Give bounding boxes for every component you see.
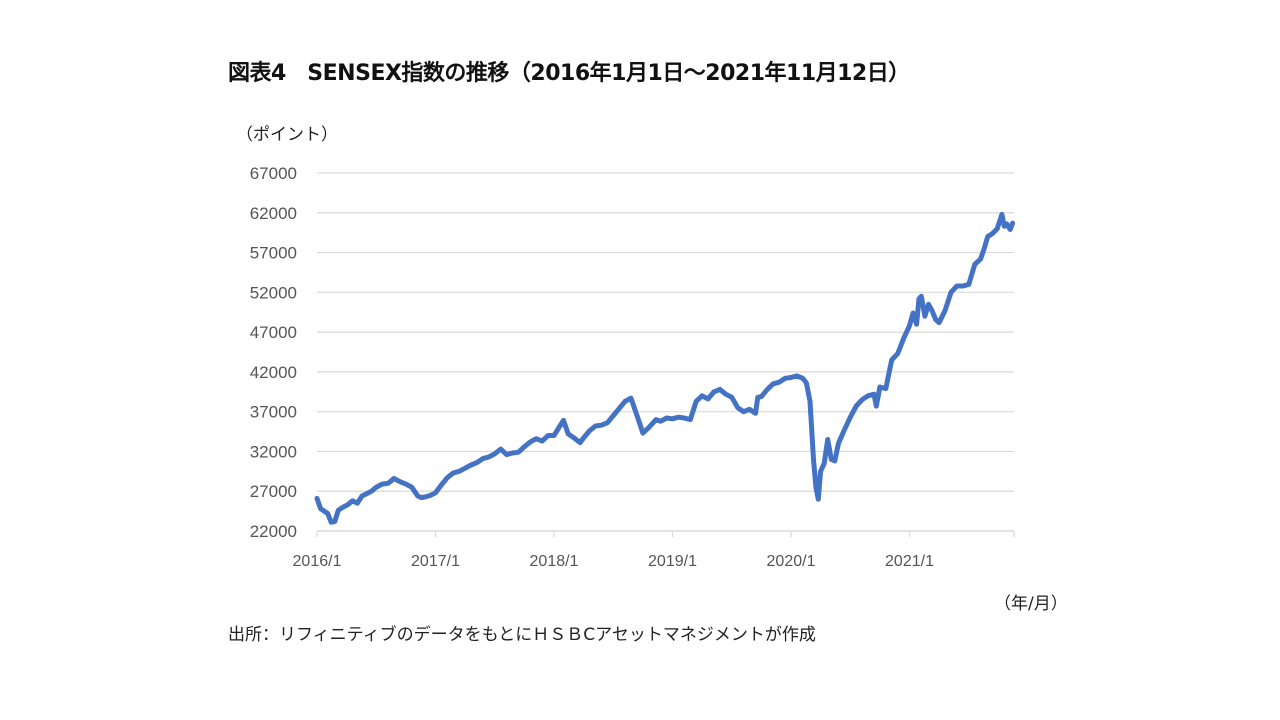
y-tick-label: 27000 [250,482,297,501]
figure-title: 図表4 SENSEX指数の推移（2016年1月1日～2021年11月12日） [228,61,910,86]
gridlines [317,172,1014,492]
y-tick-label: 67000 [250,164,297,183]
x-tick-label: 2021/1 [885,553,934,570]
y-tick-label: 62000 [250,204,297,223]
source-note: 出所：リフィニティブのデータをもとにＨＳＢCアセットマネジメントが作成 [228,625,816,645]
y-tick-label: 47000 [250,323,297,342]
x-axis-tick-labels: 2016/1 2017/1 2018/1 2019/1 2020/1 2021/1 [293,553,935,570]
x-tick-label: 2018/1 [530,553,579,570]
x-tick-label: 2017/1 [411,553,460,570]
y-tick-label: 32000 [250,442,297,461]
y-tick-label: 22000 [250,522,297,541]
x-axis-unit-label: （年/月） [994,594,1068,614]
y-tick-label: 42000 [250,363,297,382]
y-tick-label: 57000 [250,244,297,263]
x-tick-label: 2019/1 [648,553,697,570]
x-tick-label: 2020/1 [767,553,816,570]
y-tick-label: 52000 [250,283,297,302]
x-axis [316,530,1015,537]
y-axis-tick-labels: 22000 27000 32000 37000 42000 47000 52000 57000… [250,164,297,541]
y-axis-unit-label: （ポイント） [236,125,338,145]
y-tick-label: 37000 [250,403,297,422]
x-tick-label: 2016/1 [293,553,342,570]
sensex-line [314,211,1016,525]
